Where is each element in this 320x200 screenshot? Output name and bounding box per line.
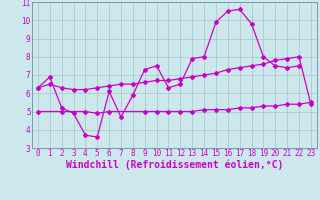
X-axis label: Windchill (Refroidissement éolien,°C): Windchill (Refroidissement éolien,°C) <box>66 160 283 170</box>
